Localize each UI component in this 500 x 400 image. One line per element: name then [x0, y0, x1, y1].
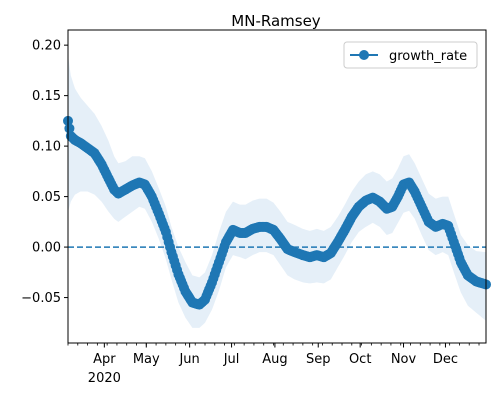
- legend-label-growth-rate: growth_rate: [389, 49, 467, 64]
- chart-title: MN-Ramsey: [231, 12, 321, 30]
- y-tick-label: 0.05: [32, 190, 61, 205]
- y-tick-label: 0.00: [32, 241, 61, 256]
- y-axis: −0.05 0.00 0.05 0.10 0.15 0.20: [21, 39, 68, 306]
- y-tick-label: 0.15: [32, 89, 61, 104]
- x-tick-label: Oct: [349, 352, 371, 367]
- x-tick-label: Jun: [178, 352, 199, 367]
- y-tick-label: 0.10: [32, 140, 61, 155]
- x-tick-label: Jul: [223, 352, 240, 367]
- y-tick-label: 0.20: [32, 39, 61, 54]
- x-tick-label: Sep: [306, 352, 331, 367]
- x-tick-label: Aug: [262, 352, 287, 367]
- legend-frame: [343, 41, 478, 69]
- x-tick-label: Apr: [93, 352, 116, 367]
- legend-marker-swatch: [359, 50, 369, 60]
- plot-frame: [67, 29, 487, 344]
- x-tick-label: Dec: [433, 352, 458, 367]
- series-layer: [63, 115, 491, 310]
- x-tick-year-label: 2020: [88, 371, 121, 386]
- x-tick-label: Nov: [391, 352, 417, 367]
- y-tick-label: −0.05: [21, 291, 61, 306]
- data-point: [64, 123, 75, 134]
- x-tick-label: May: [133, 352, 160, 367]
- x-axis: Apr 2020 May Jun Jul Aug Sep Oct Nov Dec: [67, 343, 480, 386]
- legend: growth_rate: [343, 41, 478, 69]
